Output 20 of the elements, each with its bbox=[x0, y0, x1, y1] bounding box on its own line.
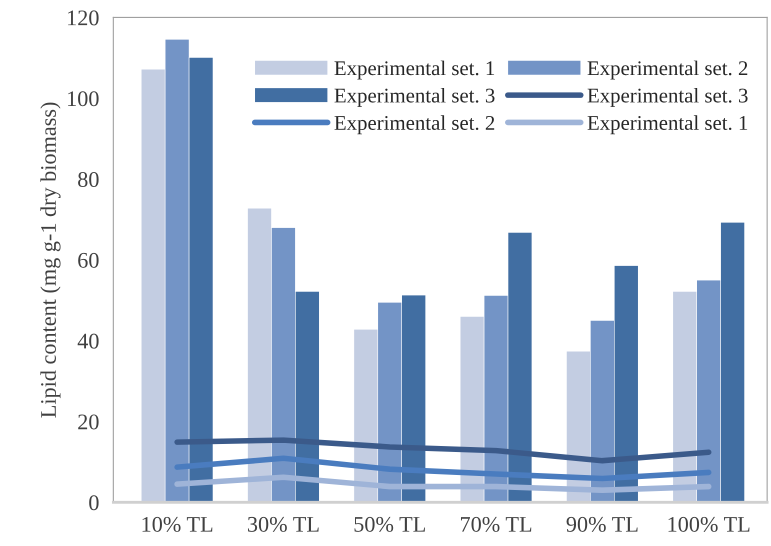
x-tick-label: 70% TL bbox=[460, 516, 532, 532]
legend-label: Experimental set. 1 bbox=[334, 60, 494, 80]
x-tick-label: 30% TL bbox=[248, 516, 319, 532]
y-tick-label: 40 bbox=[78, 334, 99, 349]
y-tick-label: 80 bbox=[78, 172, 99, 188]
x-tick-label: 100% TL bbox=[668, 516, 750, 532]
y-tick-label: 100 bbox=[68, 91, 99, 106]
y-tick-label: 0 bbox=[89, 495, 99, 510]
x-tick-label: 50% TL bbox=[354, 516, 425, 532]
legend-label: Experimental set. 2 bbox=[334, 115, 494, 134]
y-tick-label: 60 bbox=[78, 252, 99, 268]
legend-label: Experimental set. 3 bbox=[588, 88, 748, 107]
legend-label: Experimental set. 1 bbox=[588, 115, 748, 134]
y-axis-title: Lipid content (mg g-1 dry biomass) bbox=[40, 102, 61, 418]
legend-label: Experimental set. 3 bbox=[334, 88, 495, 107]
x-tick-label: 90% TL bbox=[566, 516, 638, 532]
y-tick-label: 20 bbox=[78, 414, 99, 430]
legend-label: Experimental set. 2 bbox=[588, 60, 748, 80]
y-tick-label: 120 bbox=[68, 10, 99, 26]
x-tick-label: 10% TL bbox=[142, 516, 212, 532]
